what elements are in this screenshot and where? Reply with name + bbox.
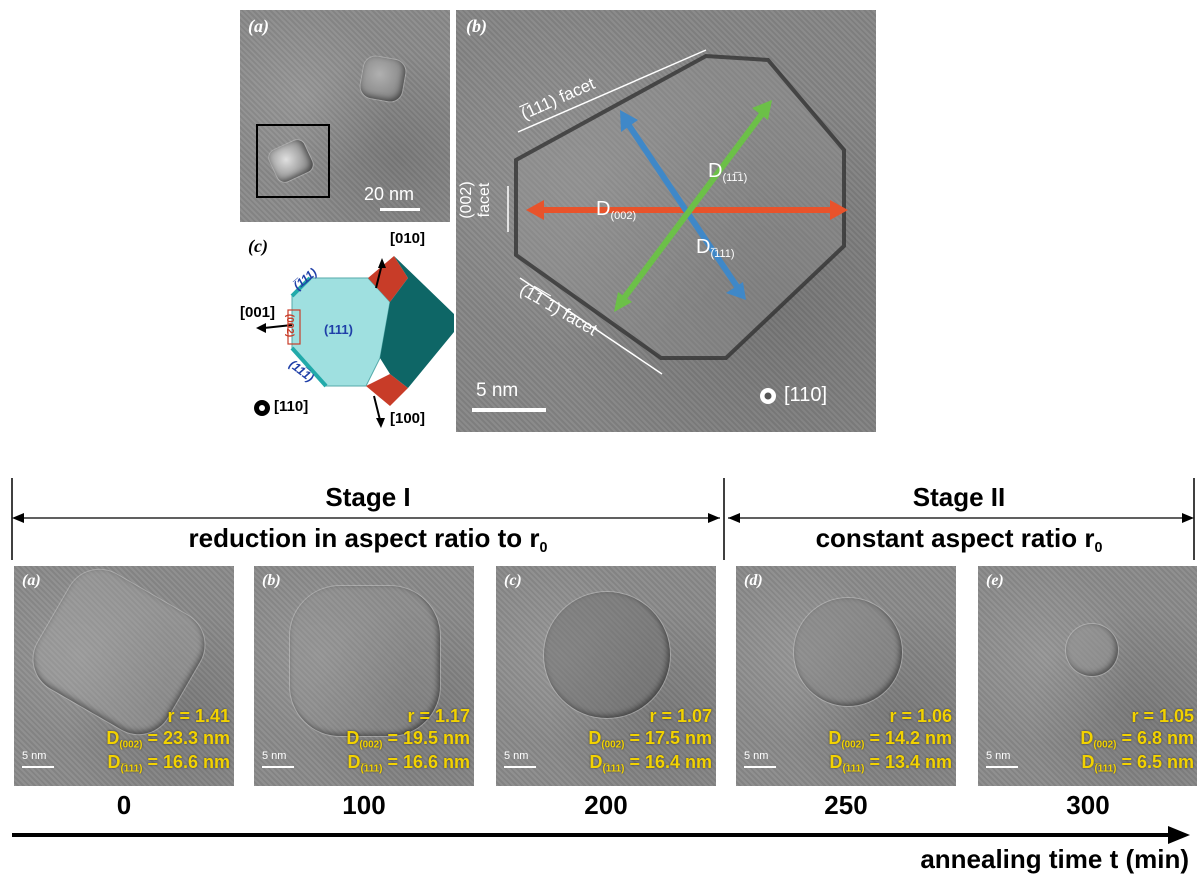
time-tick-label: 300: [1066, 790, 1110, 820]
panel-b-label: (b): [466, 16, 487, 36]
scalebar: [22, 766, 54, 768]
tem-panel-b: (b) r = 1.17 D(002) = 19.5 nm D(̅111) = 16.…: [254, 566, 474, 786]
d111-value: D(̅111) = 16.4 nm: [589, 752, 712, 775]
crystal-diagram: [254, 256, 454, 428]
aspect-ratio-value: r = 1.07: [649, 706, 712, 726]
tem-panel-d: (d) r = 1.06 D(002) = 14.2 nm D(̅111) = 13.…: [736, 566, 956, 786]
stage1-title: Stage I: [325, 482, 411, 512]
d002-label-main: D: [596, 198, 611, 220]
panel-label: (a): [22, 572, 41, 589]
face-100-red-shape: [366, 374, 408, 406]
scalebar: [504, 766, 536, 768]
panel-a-particle-inset: [266, 137, 316, 185]
panel-b-zone-axis-label: [110]: [784, 384, 827, 406]
facet-left-line2: facet: [476, 182, 493, 218]
panel-a-image: (a) 20 nm: [240, 10, 450, 222]
panel-b-image: (b) (̅111) facet (1̅1̅ 1) facet (002) fa…: [456, 10, 876, 432]
panel-c-label: (c): [248, 236, 268, 256]
stage-brackets: [11, 478, 1195, 560]
face-002-label: (002): [284, 313, 296, 338]
d111-label-main: D: [696, 236, 711, 258]
stage2-subtitle-sub: 0: [1094, 540, 1103, 556]
panel-label: (b): [262, 572, 281, 589]
panel-c-schematic: (c) [010] [001] [100] [110] (̅111) (111)…: [240, 228, 455, 433]
facet-left-label: (002) facet: [458, 170, 494, 230]
panel-a-particle-top: [358, 54, 408, 104]
zone-axis-110-label: [110]: [274, 398, 309, 415]
scalebar-label: 5 nm: [986, 750, 1011, 762]
stage2-subtitle-text: constant aspect ratio r: [815, 523, 1095, 553]
d111-label-sub: (̅111): [710, 247, 735, 260]
scalebar: [744, 766, 776, 768]
time-tick-label: 100: [342, 790, 386, 820]
d002-value: D(002) = 23.3 nm: [106, 728, 230, 751]
time-axis-label: annealing time t (min): [920, 844, 1189, 874]
dir-010-label: [010]: [390, 230, 426, 247]
d11-1-label: D(11̅1): [708, 160, 747, 184]
tem-panel-e: (e) r = 1.05 D(002) = 6.8 nm D(̅111) = 6.5 …: [978, 566, 1197, 786]
nanoparticle: [290, 586, 440, 736]
d002-value: D(002) = 19.5 nm: [346, 728, 470, 751]
d002-value: D(002) = 14.2 nm: [828, 728, 952, 751]
d002-value: D(002) = 6.8 nm: [1080, 728, 1194, 751]
time-tick-label: 0: [116, 790, 132, 820]
scalebar-label: 5 nm: [22, 750, 47, 762]
panel-a-scalebar-label: 20 nm: [364, 184, 415, 204]
d11-1-label-main: D: [708, 160, 723, 182]
panel-b-scalebar: [472, 408, 546, 412]
face-dark-side-shape: [380, 256, 454, 388]
aspect-ratio-value: r = 1.41: [167, 706, 230, 726]
tem-panel-c: (c) r = 1.07 D(002) = 17.5 nm D(̅111) = 16.…: [496, 566, 716, 786]
facet-left-line1: (002): [458, 181, 475, 219]
d111-value: D(̅111) = 6.5 nm: [1081, 752, 1194, 775]
d002-value: D(002) = 17.5 nm: [588, 728, 712, 751]
panel-label: (c): [504, 572, 522, 589]
d002-label-sub: (002): [610, 209, 637, 222]
time-tick-label: 250: [824, 790, 868, 820]
nanoparticle: [794, 598, 902, 706]
stage1-subtitle: reduction in aspect ratio to r0: [12, 523, 724, 556]
scalebar-label: 5 nm: [744, 750, 769, 762]
scalebar: [262, 766, 294, 768]
time-tick-label: 200: [584, 790, 628, 820]
aspect-ratio-value: r = 1.17: [407, 706, 470, 726]
nanoparticle: [1066, 624, 1118, 676]
panel-b-scalebar-label: 5 nm: [476, 380, 519, 401]
scalebar: [986, 766, 1018, 768]
stage2-subtitle: constant aspect ratio r0: [724, 523, 1194, 556]
face-111-label: (111): [324, 322, 353, 337]
stage1-subtitle-sub: 0: [539, 540, 548, 556]
dir-001-label: [001]: [240, 304, 276, 321]
d111-value: D(̅111) = 13.4 nm: [829, 752, 952, 775]
tem-panel-a: (a) r = 1.41 D(002) = 23.3 nm D(̅111) = 16.…: [14, 566, 234, 786]
face-010-red-shape: [368, 256, 408, 302]
panel-a-inset-box: [256, 124, 330, 198]
aspect-ratio-value: r = 1.05: [1131, 706, 1194, 726]
stage1-subtitle-text: reduction in aspect ratio to r: [188, 523, 540, 553]
d111-value: D(̅111) = 16.6 nm: [347, 752, 470, 775]
time-axis-arrow: [12, 826, 1190, 844]
d111-label: D(̅111): [696, 236, 735, 260]
stage2-title: Stage II: [912, 482, 1006, 512]
scalebar-label: 5 nm: [262, 750, 287, 762]
aspect-ratio-value: r = 1.06: [889, 706, 952, 726]
panel-b-overlay: [507, 49, 848, 404]
dir-100-label: [100]: [390, 410, 426, 427]
d002-label: D(002): [596, 198, 636, 222]
d11-1-label-sub: (11̅1): [722, 171, 748, 184]
scalebar-label: 5 nm: [504, 750, 529, 762]
nanoparticle: [544, 592, 670, 718]
panel-label: (e): [986, 572, 1004, 589]
panel-a-label: (a): [248, 16, 269, 36]
panel-a-scalebar: [380, 208, 420, 211]
panel-label: (d): [744, 572, 763, 589]
d111-value: D(̅111) = 16.6 nm: [107, 752, 230, 775]
